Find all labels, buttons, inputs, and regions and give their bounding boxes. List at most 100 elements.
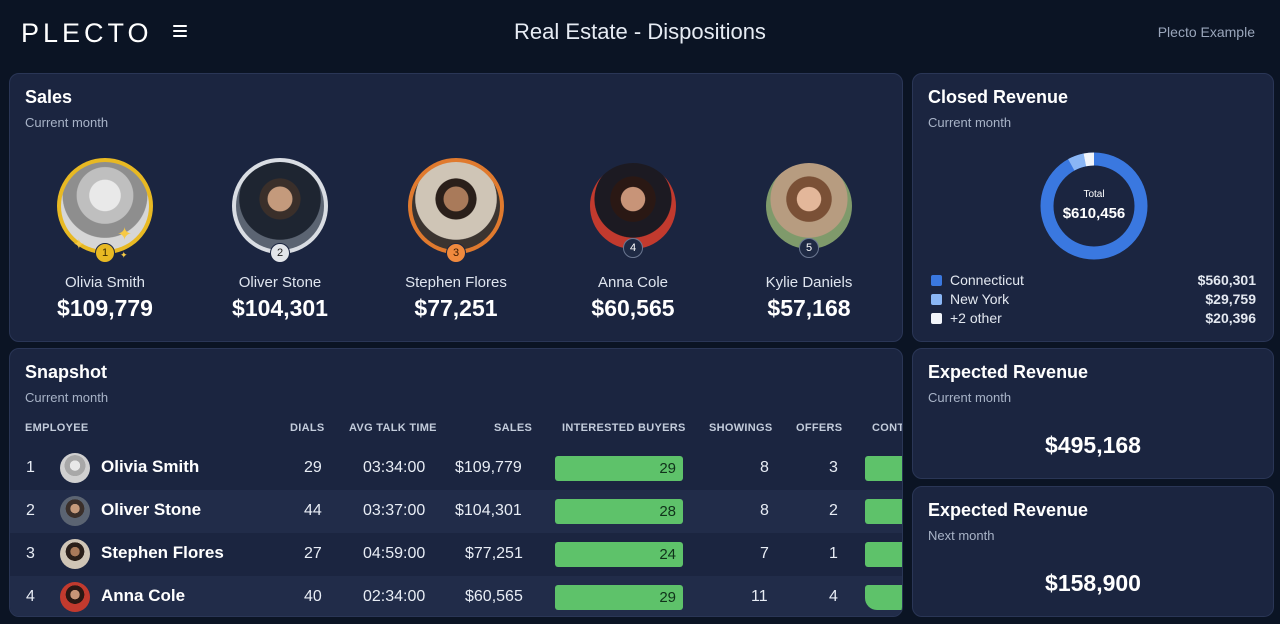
avatar bbox=[60, 453, 90, 483]
legend-swatch bbox=[931, 275, 942, 286]
showings-value: 8 bbox=[760, 502, 769, 519]
expected-revenue-subtitle: Current month bbox=[928, 390, 1012, 405]
avg-talk-time-value: 03:34:00 bbox=[363, 459, 426, 476]
offers-value: 3 bbox=[829, 459, 838, 476]
row-rank: 2 bbox=[26, 502, 35, 519]
closed-revenue-title: Closed Revenue bbox=[928, 87, 1069, 107]
leader-card-2[interactable]: 2 Oliver Stone $104,301 bbox=[192, 158, 368, 322]
leader-sales-value: $109,779 bbox=[57, 295, 153, 321]
legend-label: New York bbox=[950, 291, 1010, 307]
interested-buyers-value: 24 bbox=[659, 546, 676, 563]
avg-talk-time-value: 02:34:00 bbox=[363, 588, 426, 605]
column-header-avg-talk-time[interactable]: AVG TALK TIME bbox=[349, 422, 437, 434]
legend-swatch bbox=[931, 313, 942, 324]
sales-subtitle: Current month bbox=[25, 115, 109, 130]
employee-name: Oliver Stone bbox=[101, 500, 202, 519]
leader-card-4[interactable]: 4 Anna Cole $60,565 bbox=[545, 158, 721, 322]
page-title: Real Estate - Dispositions bbox=[514, 19, 766, 44]
expected-revenue-next-panel: Expected Revenue Next month $158,900 bbox=[912, 486, 1274, 617]
sales-value: $109,779 bbox=[455, 459, 522, 476]
legend-value: $20,396 bbox=[1205, 310, 1256, 326]
showings-value: 7 bbox=[760, 545, 769, 562]
showings-value: 8 bbox=[760, 459, 769, 476]
table-row[interactable]: 1 Olivia Smith 29 03:34:00 $109,779 29 8… bbox=[10, 447, 902, 490]
offers-value: 2 bbox=[829, 502, 838, 519]
avatar bbox=[60, 539, 90, 569]
snapshot-panel: Snapshot Current month EMPLOYEE DIALS AV… bbox=[9, 348, 903, 617]
closed-revenue-subtitle: Current month bbox=[928, 115, 1012, 130]
dials-value: 27 bbox=[304, 545, 322, 562]
leader-name: Stephen Flores bbox=[405, 274, 507, 291]
showings-value: 11 bbox=[751, 588, 768, 605]
offers-value: 4 bbox=[829, 588, 838, 605]
expected-revenue-subtitle: Next month bbox=[928, 528, 995, 543]
revenue-donut-chart[interactable]: Total $610,456 bbox=[1040, 152, 1148, 260]
legend-item-new-york[interactable]: New York $29,759 bbox=[931, 291, 1256, 307]
interested-buyers-value: 29 bbox=[659, 460, 676, 477]
snapshot-title: Snapshot bbox=[25, 362, 108, 382]
legend-item-connecticut[interactable]: Connecticut $560,301 bbox=[931, 272, 1256, 288]
legend-label: Connecticut bbox=[950, 272, 1024, 288]
dials-value: 44 bbox=[304, 502, 322, 519]
contracts-bar bbox=[865, 456, 902, 481]
avatar bbox=[60, 582, 90, 612]
leader-sales-value: $57,168 bbox=[767, 295, 851, 321]
sales-title: Sales bbox=[25, 87, 73, 107]
snapshot-subtitle: Current month bbox=[25, 390, 109, 405]
column-header-showings[interactable]: SHOWINGS bbox=[709, 422, 773, 434]
table-row[interactable]: 3 Stephen Flores 27 04:59:00 $77,251 24 … bbox=[10, 533, 902, 576]
account-name[interactable]: Plecto Example bbox=[1157, 24, 1255, 40]
sparkle-icon: ✦ bbox=[120, 250, 128, 260]
avatar: 3 bbox=[408, 158, 504, 263]
legend-swatch bbox=[931, 294, 942, 305]
donut-center-label: Total bbox=[1083, 189, 1104, 200]
contracts-bar bbox=[865, 585, 902, 610]
legend-label: +2 other bbox=[950, 310, 1002, 326]
interested-buyers-bar: 28 bbox=[555, 499, 683, 524]
sparkle-icon: ✦ bbox=[117, 224, 133, 244]
column-header-interested-buyers[interactable]: INTERESTED BUYERS bbox=[562, 422, 686, 434]
hamburger-menu-icon[interactable] bbox=[173, 25, 187, 37]
row-rank: 1 bbox=[26, 459, 35, 476]
donut-center-value: $610,456 bbox=[1063, 205, 1126, 222]
interested-buyers-value: 29 bbox=[659, 589, 676, 606]
leader-sales-value: $104,301 bbox=[232, 295, 328, 321]
leader-card-5[interactable]: 5 Kylie Daniels $57,168 bbox=[721, 158, 897, 322]
avg-talk-time-value: 04:59:00 bbox=[363, 545, 426, 562]
leader-name: Olivia Smith bbox=[64, 274, 146, 291]
table-row[interactable]: 2 Oliver Stone 44 03:37:00 $104,301 28 8… bbox=[10, 490, 902, 533]
row-rank: 4 bbox=[26, 588, 35, 605]
table-row[interactable]: 4 Anna Cole 40 02:34:00 $60,565 29 11 4 bbox=[10, 576, 902, 616]
column-header-contracts[interactable]: CONT bbox=[872, 422, 903, 434]
avatar: 2 bbox=[232, 158, 328, 263]
leader-sales-value: $77,251 bbox=[414, 295, 498, 321]
plecto-logo[interactable]: PLECTO bbox=[21, 18, 153, 49]
leader-card-1[interactable]: ✦ ✦ ✦ 1 Olivia Smith $109,779 bbox=[17, 158, 193, 322]
rank-badge: 5 bbox=[799, 238, 819, 258]
offers-value: 1 bbox=[829, 545, 838, 562]
interested-buyers-value: 28 bbox=[659, 503, 676, 520]
expected-revenue-value: $495,168 bbox=[1045, 432, 1141, 458]
sales-value: $104,301 bbox=[455, 502, 522, 519]
column-header-employee[interactable]: EMPLOYEE bbox=[25, 422, 89, 434]
leader-sales-value: $60,565 bbox=[591, 295, 675, 321]
rank-badge: 4 bbox=[623, 238, 643, 258]
column-header-dials[interactable]: DIALS bbox=[290, 422, 325, 434]
sales-value: $77,251 bbox=[465, 545, 523, 562]
column-header-offers[interactable]: OFFERS bbox=[796, 422, 843, 434]
rank-badge: 1 bbox=[95, 243, 115, 263]
column-header-sales[interactable]: SALES bbox=[494, 422, 533, 434]
employee-name: Stephen Flores bbox=[101, 543, 224, 562]
leader-name: Anna Cole bbox=[597, 274, 669, 291]
sales-value: $60,565 bbox=[465, 588, 523, 605]
interested-buyers-bar: 24 bbox=[555, 542, 683, 567]
leader-name: Kylie Daniels bbox=[765, 274, 853, 291]
leader-name: Oliver Stone bbox=[238, 274, 322, 291]
contracts-bar bbox=[865, 499, 902, 524]
top-bar: PLECTO Real Estate - Dispositions Plecto… bbox=[0, 0, 1280, 66]
leader-card-3[interactable]: 3 Stephen Flores $77,251 bbox=[368, 158, 544, 322]
rank-badge: 3 bbox=[446, 243, 466, 263]
avatar: ✦ ✦ ✦ 1 bbox=[57, 158, 153, 263]
legend-item-other[interactable]: +2 other $20,396 bbox=[931, 310, 1256, 326]
donut-segment-other bbox=[1040, 152, 1148, 260]
